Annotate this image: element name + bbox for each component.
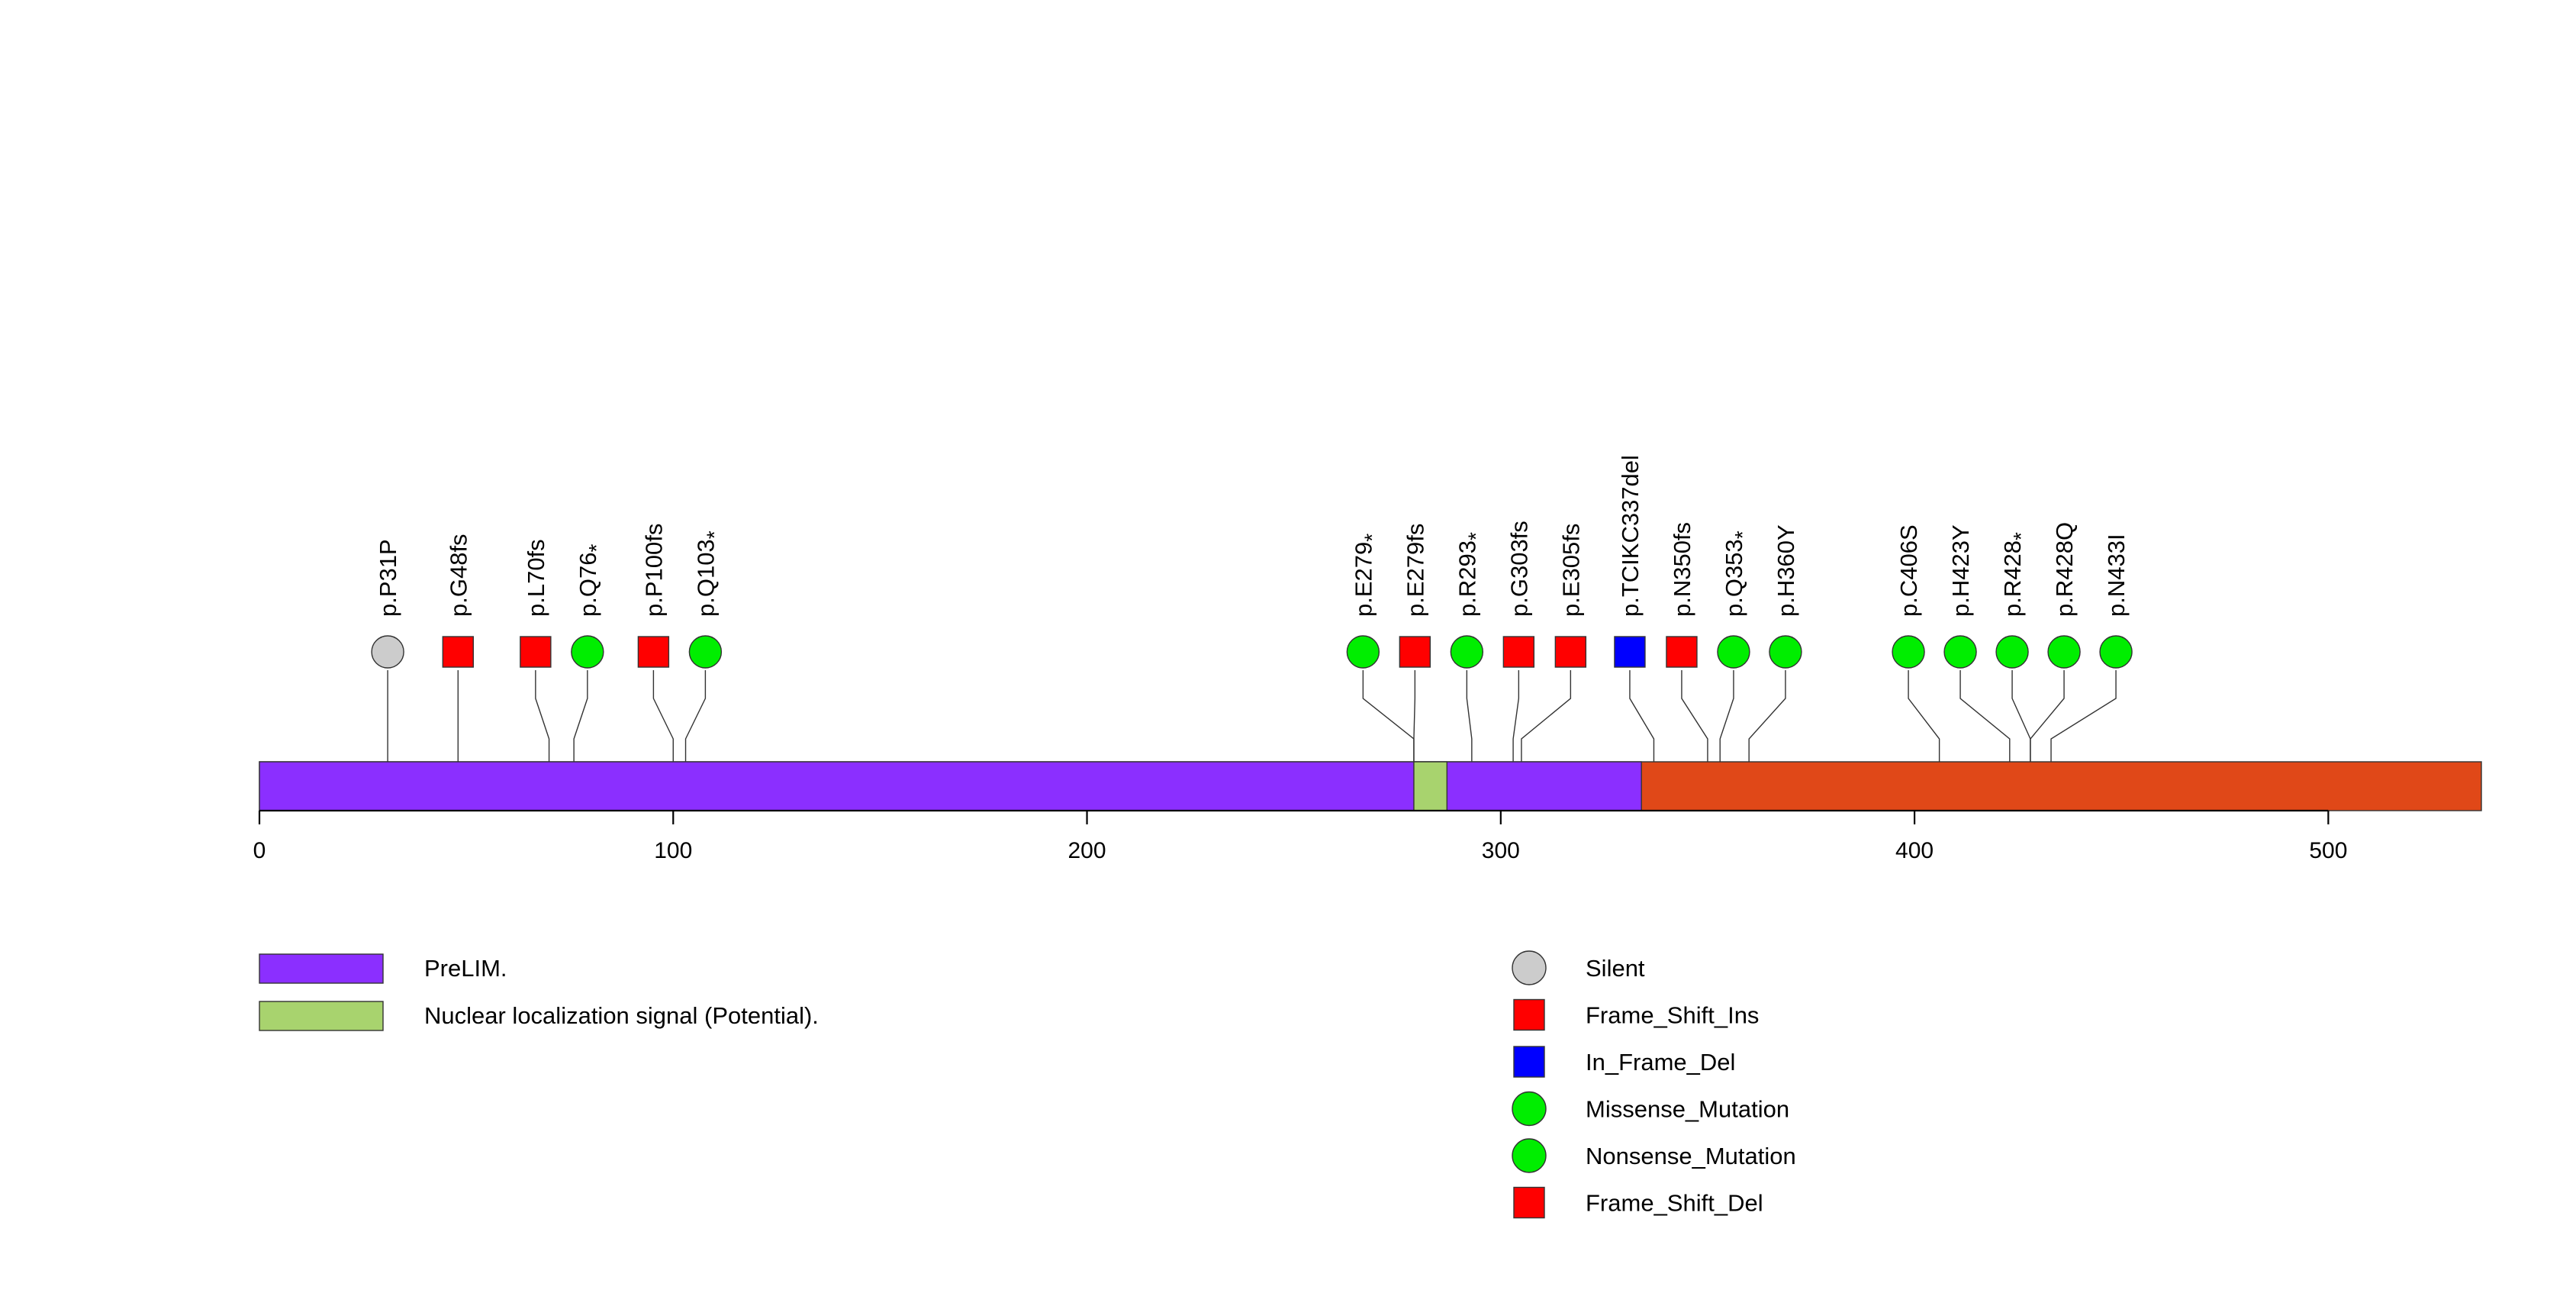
- mutation-label: p.R428Q: [2051, 522, 2078, 617]
- mutation-label: p.R428*: [1999, 532, 2033, 617]
- mutation-label: p.H423Y: [1947, 524, 1974, 617]
- mutation-label-text: p.R428: [1999, 540, 2026, 617]
- mutation-label: p.G48fs: [445, 534, 472, 617]
- legend-mutation-label: Nonsense_Mutation: [1586, 1143, 1796, 1169]
- mutation-marker-square: [637, 636, 670, 668]
- mutation-markers: [371, 635, 2133, 669]
- mutation-label-text: p.P31P: [375, 539, 401, 617]
- mutation-label: p.Q103*: [692, 531, 726, 617]
- legend-mutation-square: [1513, 1186, 1545, 1219]
- legend-mutation-label: Missense_Mutation: [1586, 1096, 1789, 1123]
- mutation-marker-square: [520, 636, 552, 668]
- nonsense-star-marker: *: [2009, 532, 2033, 540]
- mutation-label-text: p.G48fs: [445, 534, 472, 617]
- mutation-marker-circle: [1717, 635, 1750, 669]
- mutation-label: p.N433I: [2103, 534, 2130, 617]
- mutation-label-text: p.Q103: [692, 539, 719, 617]
- mutation-label-text: p.Q353: [1721, 539, 1747, 617]
- mutation-label-text: p.C406S: [1895, 524, 1922, 617]
- x-axis: 0 100 200 300 400 500: [253, 809, 2347, 863]
- nonsense-star-marker: *: [702, 531, 726, 539]
- mutation-marker-circle: [2099, 635, 2133, 669]
- mutation-label-text: p.L70fs: [523, 539, 549, 617]
- legend-mutation-circle: [1512, 950, 1547, 985]
- mutation-marker-circle: [1892, 635, 1925, 669]
- mutation-label-text: p.R428Q: [2051, 522, 2078, 617]
- nonsense-star-marker: *: [1463, 532, 1487, 540]
- legend-mutation-circle: [1512, 1138, 1547, 1173]
- mutation-legend: Silent Frame_Shift_Ins In_Frame_Del Missens…: [1512, 950, 1796, 1219]
- legend-domain-label: Nuclear localization signal (Potential).: [424, 1002, 819, 1029]
- legend-mutation-label: In_Frame_Del: [1586, 1049, 1735, 1076]
- mutation-marker-circle: [571, 635, 604, 669]
- axis-tick-label: 400: [1895, 838, 1934, 863]
- mutation-label: p.P100fs: [640, 524, 667, 617]
- nonsense-star-marker: *: [1731, 531, 1754, 539]
- nonsense-star-marker: *: [1360, 534, 1383, 542]
- domain-bar: [1413, 761, 1448, 811]
- mutation-label: p.G303fs: [1505, 521, 1532, 617]
- legend-domain-swatch: [259, 1001, 384, 1031]
- mutation-label-text: p.E279fs: [1402, 524, 1428, 617]
- mutation-marker-circle: [688, 635, 723, 669]
- mutation-marker-circle: [2047, 635, 2081, 669]
- axis-tick-label: 300: [1482, 838, 1520, 863]
- legend-domain-label: PreLIM.: [424, 955, 507, 982]
- mutation-label: p.R293*: [1454, 532, 1487, 617]
- legend-mutation-label: Frame_Shift_Ins: [1586, 1002, 1759, 1029]
- nonsense-star-marker: *: [584, 544, 608, 553]
- mutation-label: p.L70fs: [523, 539, 549, 617]
- domain-legend: PreLIM. Nuclear localization signal (Pote…: [259, 953, 819, 1031]
- mutation-label: p.P31P: [375, 539, 401, 617]
- mutation-label-text: p.E305fs: [1557, 524, 1584, 617]
- mutation-label: p.TCIKC337del: [1617, 455, 1644, 617]
- mutation-marker-circle: [1346, 635, 1380, 669]
- mutation-marker-circle: [1943, 635, 1977, 669]
- mutation-label: p.N350fs: [1669, 522, 1695, 617]
- mutation-label-text: p.TCIKC337del: [1617, 455, 1644, 617]
- mutation-label-text: p.P100fs: [640, 524, 667, 617]
- protein-track: [259, 761, 2482, 811]
- mutation-marker-square: [442, 636, 474, 668]
- mutation-label-text: p.H423Y: [1947, 524, 1974, 617]
- mutation-marker-circle: [371, 635, 404, 669]
- axis-tick-label: 200: [1068, 838, 1106, 863]
- mutation-marker-square: [1502, 636, 1535, 668]
- mutation-label-text: p.N350fs: [1669, 522, 1695, 617]
- domain-bar: [259, 761, 1642, 811]
- mutation-label: p.Q76*: [575, 544, 608, 617]
- mutation-marker-circle: [1450, 635, 1484, 669]
- legend-domain-swatch: [259, 953, 384, 984]
- mutation-label-text: p.R293: [1454, 540, 1480, 617]
- mutation-label-text: p.Q76: [575, 553, 601, 617]
- axis-tick-label: 0: [253, 838, 266, 863]
- mutation-label-text: p.E279: [1350, 542, 1377, 617]
- legend-mutation-square: [1513, 1046, 1545, 1078]
- mutation-marker-square: [1666, 636, 1698, 668]
- mutation-marker-square: [1554, 636, 1587, 668]
- axis-tick-label: 100: [654, 838, 692, 863]
- mutation-label-text: p.N433I: [2103, 534, 2130, 617]
- mutation-marker-circle: [1995, 635, 2029, 669]
- mutation-label: p.C406S: [1895, 524, 1922, 617]
- mutation-label-text: p.G303fs: [1505, 521, 1532, 617]
- mutation-label: p.H360Y: [1773, 524, 1799, 617]
- legend-mutation-label: Silent: [1586, 955, 1645, 982]
- mutation-label-text: p.H360Y: [1773, 524, 1799, 617]
- mutation-label: p.E279*: [1350, 534, 1383, 617]
- mutation-labels: p.P31P p.G48fs p.L70fs p.Q76* p.P100fs p.Q103…: [375, 455, 2130, 617]
- mutation-label: p.Q353*: [1721, 531, 1754, 617]
- legend-mutation-square: [1513, 998, 1545, 1031]
- mutation-label: p.E305fs: [1557, 524, 1584, 617]
- axis-tick-label: 500: [2309, 838, 2347, 863]
- mutation-label: p.E279fs: [1402, 524, 1428, 617]
- mutation-marker-circle: [1769, 635, 1802, 669]
- legend-mutation-label: Frame_Shift_Del: [1586, 1190, 1763, 1217]
- mutation-marker-square: [1399, 636, 1431, 668]
- mutation-marker-square: [1614, 636, 1646, 668]
- legend-mutation-circle: [1512, 1091, 1547, 1127]
